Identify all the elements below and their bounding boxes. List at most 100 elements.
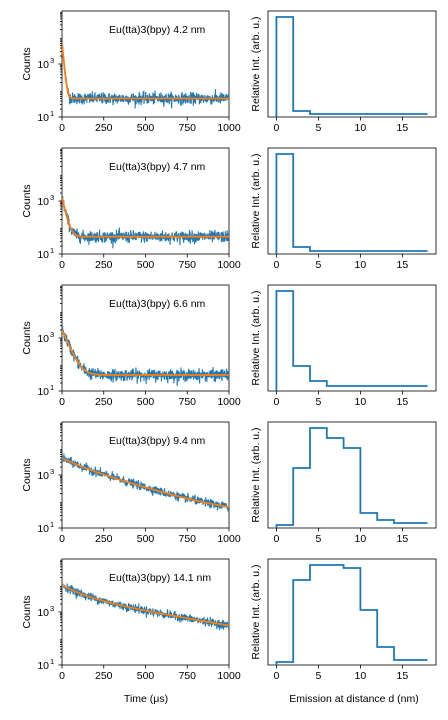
x-tick-label: 750 bbox=[178, 122, 196, 134]
y-tick-label: 10 bbox=[37, 112, 49, 124]
x-tick-label: 10 bbox=[355, 122, 367, 134]
x-tick-label: 15 bbox=[397, 533, 409, 545]
fit-decay-curve bbox=[62, 329, 229, 376]
decay-y-axis-label: Counts bbox=[21, 595, 33, 628]
x-tick-label: 500 bbox=[137, 670, 155, 682]
x-tick-label: 10 bbox=[355, 670, 367, 682]
x-tick-label: 15 bbox=[397, 259, 409, 271]
profile-plot-frame bbox=[267, 284, 437, 392]
y-tick-exponent: 3 bbox=[50, 193, 54, 202]
x-tick-label: 0 bbox=[59, 122, 65, 134]
x-tick-label: 1000 bbox=[217, 259, 241, 271]
emission-profile-step bbox=[275, 153, 428, 254]
x-tick-label: 5 bbox=[315, 396, 321, 408]
sample-annotation: Eu(tta)3(bpy) 4.7 nm bbox=[109, 161, 206, 173]
fit-decay-curve bbox=[62, 457, 229, 508]
profile-panel: 0 5 10 15 Relative Int. (arb. u.) bbox=[250, 10, 437, 134]
profile-x-axis-label: Emission at distance d (nm) bbox=[289, 693, 419, 705]
x-tick-label: 15 bbox=[397, 396, 409, 408]
fit-decay-curve bbox=[62, 197, 229, 238]
x-tick-label: 250 bbox=[95, 259, 113, 271]
profile-panel: 0 5 10 15 Relative Int. (arb. u.) bbox=[250, 147, 437, 271]
y-tick-exponent: 1 bbox=[50, 383, 54, 392]
profile-plot-frame bbox=[267, 10, 437, 118]
x-tick-label: 0 bbox=[59, 533, 65, 545]
profile-y-axis-label: Relative Int. (arb. u.) bbox=[250, 564, 262, 659]
y-tick-exponent: 3 bbox=[50, 330, 54, 339]
x-tick-label: 0 bbox=[273, 670, 279, 682]
emission-profile-step bbox=[275, 16, 428, 117]
x-tick-label: 10 bbox=[355, 259, 367, 271]
x-tick-label: 500 bbox=[137, 259, 155, 271]
x-tick-label: 0 bbox=[273, 396, 279, 408]
y-tick-exponent: 1 bbox=[50, 520, 54, 529]
x-tick-label: 750 bbox=[178, 670, 196, 682]
x-tick-label: 750 bbox=[178, 396, 196, 408]
x-tick-label: 0 bbox=[59, 670, 65, 682]
x-tick-label: 1000 bbox=[217, 396, 241, 408]
measured-decay-trace bbox=[62, 326, 229, 386]
y-tick-label: 10 bbox=[37, 196, 49, 208]
x-tick-label: 15 bbox=[397, 670, 409, 682]
x-tick-label: 1000 bbox=[217, 670, 241, 682]
profile-panel: 0 5 10 15 Relative Int. (arb. u.) bbox=[250, 421, 437, 545]
sample-annotation: Eu(tta)3(bpy) 6.6 nm bbox=[109, 298, 206, 310]
measured-decay-trace bbox=[62, 195, 229, 249]
y-tick-label: 10 bbox=[37, 249, 49, 261]
x-tick-label: 5 bbox=[315, 670, 321, 682]
y-tick-label: 10 bbox=[37, 607, 49, 619]
profile-y-axis-label: Relative Int. (arb. u.) bbox=[250, 16, 262, 111]
sample-annotation: Eu(tta)3(bpy) 4.2 nm bbox=[109, 24, 206, 36]
x-tick-label: 500 bbox=[137, 533, 155, 545]
x-tick-label: 250 bbox=[95, 396, 113, 408]
decay-y-axis-label: Counts bbox=[21, 184, 33, 217]
x-tick-label: 0 bbox=[59, 259, 65, 271]
x-tick-label: 250 bbox=[95, 670, 113, 682]
emission-profile-step bbox=[275, 290, 428, 391]
x-tick-label: 5 bbox=[315, 533, 321, 545]
decay-y-axis-label: Counts bbox=[21, 47, 33, 80]
x-tick-label: 15 bbox=[397, 122, 409, 134]
decay-y-axis-label: Counts bbox=[21, 458, 33, 491]
emission-profile-step bbox=[275, 427, 428, 528]
x-tick-label: 0 bbox=[59, 396, 65, 408]
emission-profile-step bbox=[275, 564, 428, 665]
x-tick-label: 0 bbox=[273, 259, 279, 271]
fit-decay-curve bbox=[62, 43, 229, 100]
profile-plot-frame bbox=[267, 147, 437, 255]
profile-panel: 0 5 10 15 Relative Int. (arb. u.) bbox=[250, 284, 437, 408]
sample-annotation: Eu(tta)3(bpy) 14.1 nm bbox=[109, 572, 211, 584]
y-tick-label: 10 bbox=[37, 660, 49, 672]
y-tick-label: 10 bbox=[37, 523, 49, 535]
x-tick-label: 5 bbox=[315, 259, 321, 271]
y-tick-exponent: 3 bbox=[50, 604, 54, 613]
profile-plot-frame bbox=[267, 558, 437, 666]
y-tick-exponent: 3 bbox=[50, 467, 54, 476]
y-tick-label: 10 bbox=[37, 333, 49, 345]
x-tick-label: 250 bbox=[95, 122, 113, 134]
x-tick-label: 5 bbox=[315, 122, 321, 134]
x-tick-label: 1000 bbox=[217, 122, 241, 134]
y-tick-exponent: 1 bbox=[50, 246, 54, 255]
fit-decay-curve bbox=[62, 584, 229, 627]
x-tick-label: 10 bbox=[355, 533, 367, 545]
y-tick-label: 10 bbox=[37, 59, 49, 71]
x-tick-label: 750 bbox=[178, 259, 196, 271]
y-tick-label: 10 bbox=[37, 470, 49, 482]
x-tick-label: 500 bbox=[137, 396, 155, 408]
profile-panel: 0 5 10 15 Relative Int. (arb. u.) bbox=[250, 558, 437, 682]
profile-plot-frame bbox=[267, 421, 437, 529]
x-tick-label: 750 bbox=[178, 533, 196, 545]
y-tick-exponent: 1 bbox=[50, 657, 54, 666]
profile-y-axis-label: Relative Int. (arb. u.) bbox=[250, 427, 262, 522]
decay-x-axis-label: Time (μs) bbox=[124, 693, 168, 705]
decay-y-axis-label: Counts bbox=[21, 321, 33, 354]
y-tick-exponent: 3 bbox=[50, 56, 54, 65]
